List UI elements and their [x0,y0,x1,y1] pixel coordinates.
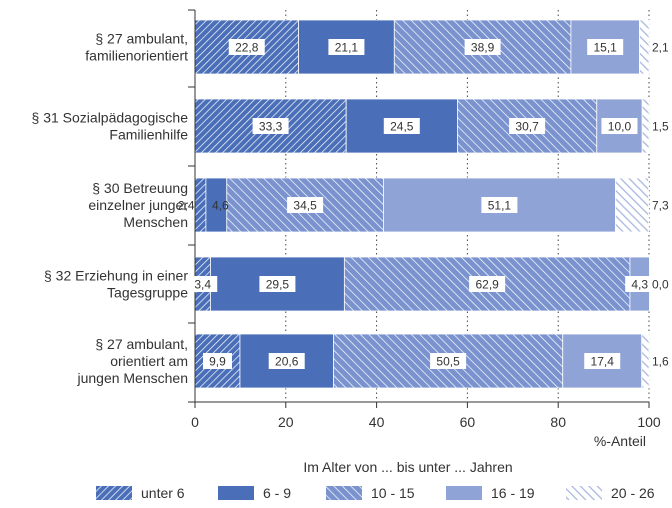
data-label-box [584,353,621,369]
data-label: 0,0 [652,278,669,292]
data-label-box [481,197,518,213]
data-label: 22,8 [235,41,259,55]
data-label-box [228,39,265,55]
x-tick-label: 60 [460,414,476,430]
data-label: 7,3 [652,199,669,213]
data-label-box [287,197,324,213]
legend-label: unter 6 [141,485,185,501]
data-label: 24,5 [390,120,414,134]
x-tick-label: 100 [637,414,661,430]
data-label-box [188,276,218,292]
legend-label: 6 - 9 [263,485,291,501]
labels-group: 22,8 21,1 38,9 15,1 2,1 § 27 ambulant, familie… [32,31,669,387]
data-label: 3,4 [194,278,211,292]
category-label: § 32 Erziehung in einer Tagesgruppe [44,268,188,301]
bar-segment [641,98,650,154]
data-label: 51,1 [488,199,512,213]
bar-segment [194,177,207,233]
data-label-box [509,118,546,134]
data-label: 30,7 [515,120,539,134]
legend-swatch [566,486,602,500]
legend: unter 6 6 - 9 10 - 15 16 - 19 20 - 26 [96,485,655,501]
legend-label: 10 - 15 [371,485,415,501]
legend-swatch [446,486,482,500]
data-label: 15,1 [594,41,618,55]
category-label: § 27 ambulant, familienorientiert [85,31,188,64]
data-label: 38,9 [471,41,495,55]
data-label: 21,1 [335,41,359,55]
legend-swatch [326,486,362,500]
data-label: 50,5 [436,355,460,369]
legend-title: Im Alter von ... bis unter ... Jahren [303,459,512,475]
data-label: 10,0 [608,120,632,134]
axes-group: 0 20 40 60 80 100 [188,9,661,430]
data-label: 34,5 [293,199,317,213]
bars-group [194,19,650,389]
bar-segment [639,19,650,75]
bar-segment [641,333,650,389]
data-label-box [259,276,296,292]
data-label-box [328,39,365,55]
legend-label: 20 - 26 [611,485,655,501]
data-label-box [587,39,624,55]
category-label: § 27 ambulant, orientiert am jungen Mensch… [76,336,188,386]
category-label: § 31 Sozialpädagogische Familienhilfe [32,110,189,143]
x-tick-label: 40 [369,414,385,430]
data-label: 33,3 [259,120,283,134]
x-tick-label: 80 [550,414,566,430]
category-label: § 30 Betreuung einzelner junger Menschen [88,180,188,230]
data-label: 17,4 [591,355,615,369]
x-tick-label: 0 [191,414,199,430]
data-label-box [383,118,420,134]
bar-segment [615,177,649,233]
x-tick-label: 20 [278,414,294,430]
data-label: 9,9 [209,355,226,369]
x-axis-title: %-Anteil [594,433,646,449]
data-label: 4,6 [212,199,229,213]
data-label-box [469,276,506,292]
data-label-box [202,353,232,369]
data-label: 4,3 [631,278,648,292]
data-label: 20,6 [275,355,299,369]
data-label: 29,5 [266,278,290,292]
legend-swatch [96,486,132,500]
data-label-box [430,353,467,369]
data-label-box [625,276,655,292]
data-label: 2,1 [652,41,669,55]
data-label: 2,4 [178,199,195,213]
data-label-box [268,353,305,369]
data-label: 62,9 [475,278,499,292]
data-label-box [252,118,289,134]
data-label: 1,5 [652,120,669,134]
data-label: 1,6 [652,355,669,369]
data-label-box [601,118,638,134]
data-label-box [464,39,501,55]
legend-swatch [218,486,254,500]
legend-label: 16 - 19 [491,485,535,501]
